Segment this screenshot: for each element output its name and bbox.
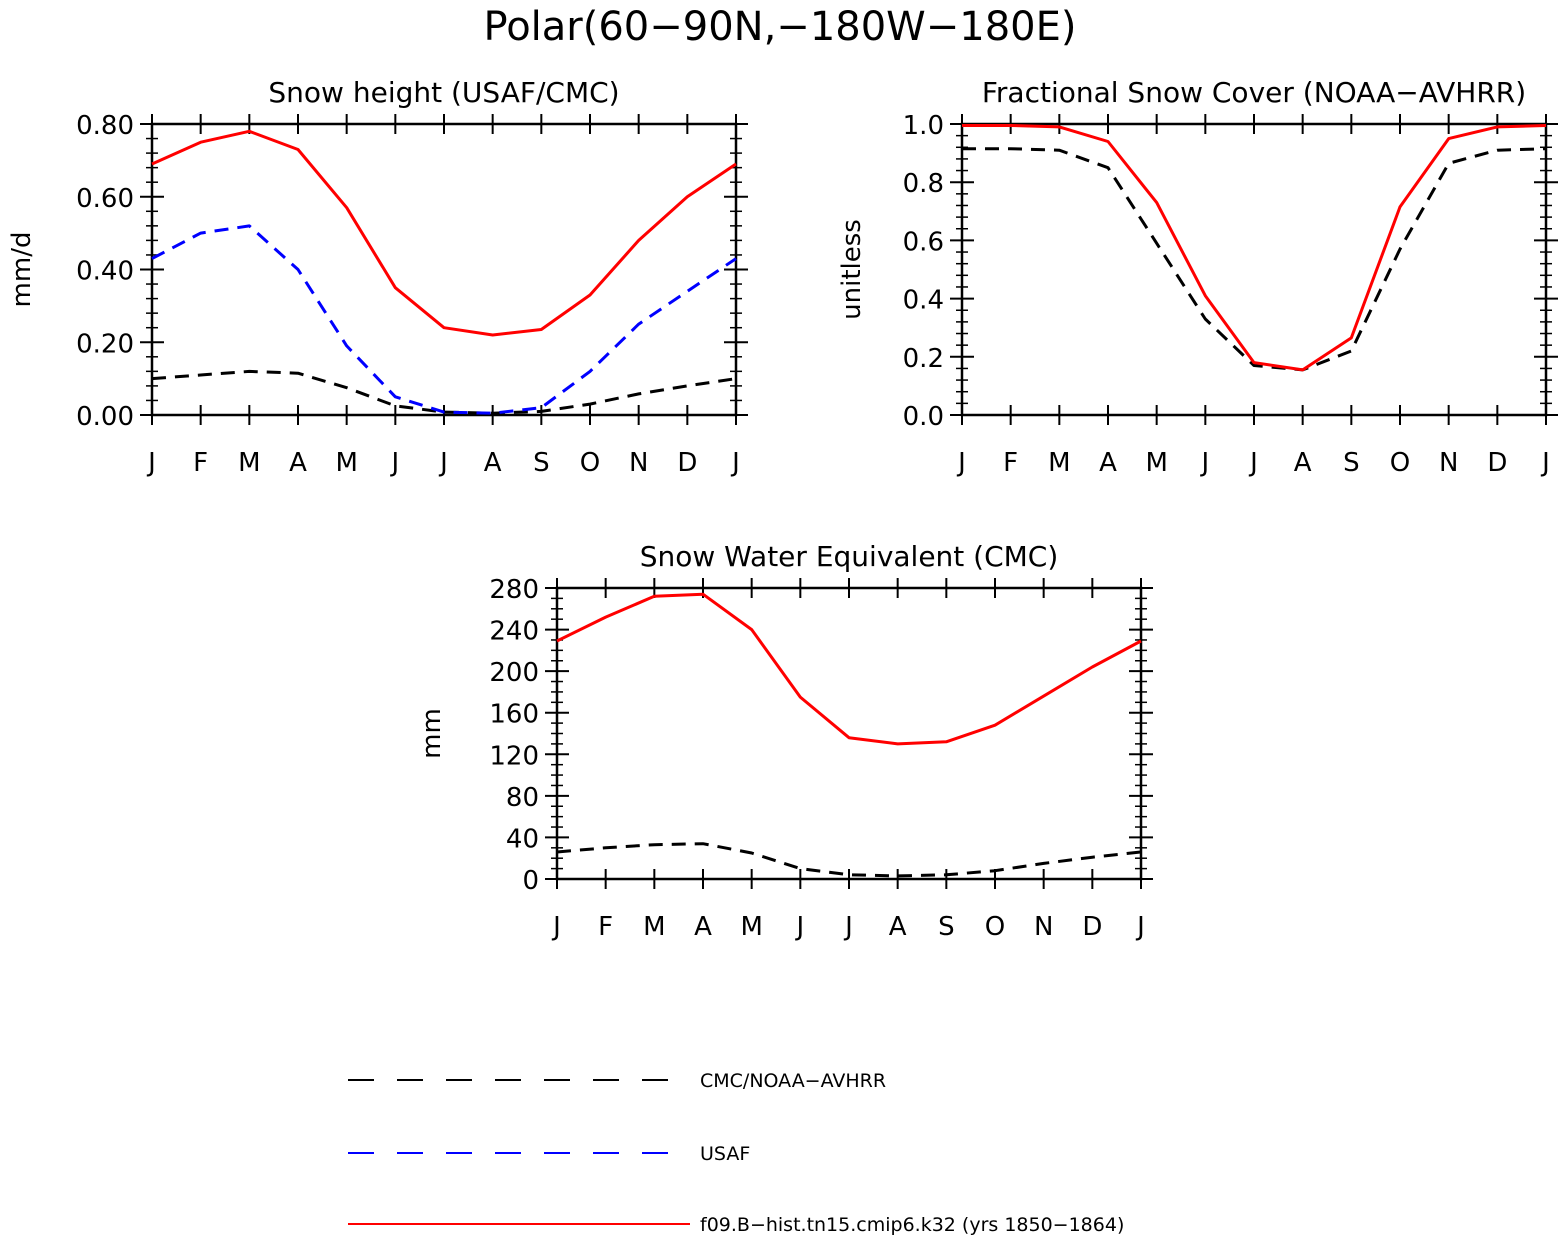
series-line-observed: [962, 147, 1547, 372]
y-tick-label: 240: [489, 617, 539, 647]
x-tick-label: S: [533, 448, 550, 478]
x-tick-label: M: [335, 448, 357, 478]
x-tick-label: J: [1540, 448, 1550, 478]
y-tick-label: 0.60: [76, 184, 134, 214]
chart-panel-2: Fractional Snow Cover (NOAA−AVHRR)J F M A M J…: [837, 76, 1558, 478]
x-tick-label: F: [193, 448, 208, 478]
legend-label: f09.B−hist.tn15.cmip6.k32 (yrs 1850−1864…: [700, 1214, 1124, 1236]
x-tick-label: J: [551, 912, 561, 942]
x-tick-label: J: [438, 448, 448, 478]
x-tick-label: S: [938, 912, 955, 942]
y-tick-label: 0.20: [76, 329, 134, 359]
plot-frame: [960, 122, 1548, 417]
x-tick-label: M: [1048, 448, 1070, 478]
x-tick-label: N: [1034, 912, 1053, 942]
y-tick-label: 40: [506, 824, 539, 854]
x-tick-label: O: [985, 912, 1005, 942]
chart-panels: Snow height (USAF/CMC)J F M A M J J A S O N D J0.000…: [7, 76, 1558, 942]
y-tick-label: 0.2: [903, 344, 944, 374]
x-tick-label: A: [694, 912, 712, 942]
y-tick-label: 200: [489, 658, 539, 688]
x-tick-label: J: [730, 448, 740, 478]
x-tick-label: O: [580, 448, 600, 478]
y-tick-label: 1.0: [903, 111, 944, 141]
x-tick-label: M: [1145, 448, 1167, 478]
y-tick-label: 120: [489, 741, 539, 771]
y-tick-label: 80: [506, 783, 539, 813]
x-tick-label: J: [843, 912, 853, 942]
x-tick-label: N: [1439, 448, 1458, 478]
x-tick-label: J: [146, 448, 156, 478]
legend-entry: USAF: [348, 1143, 750, 1165]
y-tick-label: 0.4: [903, 286, 944, 316]
x-tick-label: J: [956, 448, 966, 478]
series-line-model: [151, 129, 737, 337]
x-tick-label: M: [238, 448, 260, 478]
x-tick-label: A: [889, 912, 907, 942]
figure-title: Polar(60−90N,−180W−180E): [484, 4, 1077, 50]
panel-title: Snow height (USAF/CMC): [268, 76, 619, 109]
legend-label: USAF: [700, 1143, 750, 1165]
series-line-model: [556, 592, 1142, 746]
y-tick-label: 0.8: [903, 169, 944, 199]
plot-frame: [150, 122, 738, 417]
panel-title: Fractional Snow Cover (NOAA−AVHRR): [982, 76, 1526, 109]
x-tick-label: D: [677, 448, 697, 478]
x-tick-label: M: [643, 912, 665, 942]
x-tick-label: N: [629, 448, 648, 478]
panel-title: Snow Water Equivalent (CMC): [640, 540, 1059, 573]
legend-entry: CMC/NOAA−AVHRR: [348, 1070, 886, 1092]
x-tick-label: A: [289, 448, 307, 478]
y-axis-label: unitless: [837, 219, 867, 320]
legend-entry: f09.B−hist.tn15.cmip6.k32 (yrs 1850−1864…: [348, 1214, 1124, 1236]
chart-panel-3: Snow Water Equivalent (CMC)J F M A M J J A S O N D J…: [417, 540, 1153, 942]
y-tick-label: 0.0: [903, 402, 944, 432]
x-tick-label: S: [1343, 448, 1360, 478]
x-tick-label: J: [1135, 912, 1145, 942]
y-tick-label: 0.00: [76, 402, 134, 432]
y-axis-label: mm/d: [7, 232, 37, 308]
x-tick-label: D: [1487, 448, 1507, 478]
x-tick-label: J: [794, 912, 804, 942]
x-tick-label: J: [1248, 448, 1258, 478]
series-line-observed: [556, 842, 1142, 878]
y-tick-label: 280: [489, 575, 539, 605]
x-tick-label: A: [1294, 448, 1312, 478]
x-tick-label: F: [1003, 448, 1018, 478]
x-tick-label: A: [484, 448, 502, 478]
x-tick-label: J: [1199, 448, 1209, 478]
x-tick-label: O: [1390, 448, 1410, 478]
y-tick-label: 0.6: [903, 227, 944, 257]
x-tick-label: D: [1082, 912, 1102, 942]
series-line-usaf: [151, 224, 737, 415]
legend-label: CMC/NOAA−AVHRR: [700, 1070, 886, 1092]
y-tick-label: 0.40: [76, 257, 134, 287]
y-tick-label: 0.80: [76, 111, 134, 141]
x-tick-label: M: [740, 912, 762, 942]
y-axis-label: mm: [417, 708, 447, 759]
x-tick-label: J: [389, 448, 399, 478]
x-tick-label: F: [598, 912, 613, 942]
legend: CMC/NOAA−AVHRR USAF f09.B−hist.tn15.cmip6.…: [348, 1070, 1124, 1236]
x-tick-label: A: [1099, 448, 1117, 478]
y-tick-label: 160: [489, 700, 539, 730]
chart-panel-1: Snow height (USAF/CMC)J F M A M J J A S O N D J0.000…: [7, 76, 748, 478]
series-line-model: [962, 124, 1547, 372]
plot-frame: [555, 586, 1143, 881]
series-line-observed: [151, 369, 737, 415]
y-tick-label: 0: [522, 866, 539, 896]
